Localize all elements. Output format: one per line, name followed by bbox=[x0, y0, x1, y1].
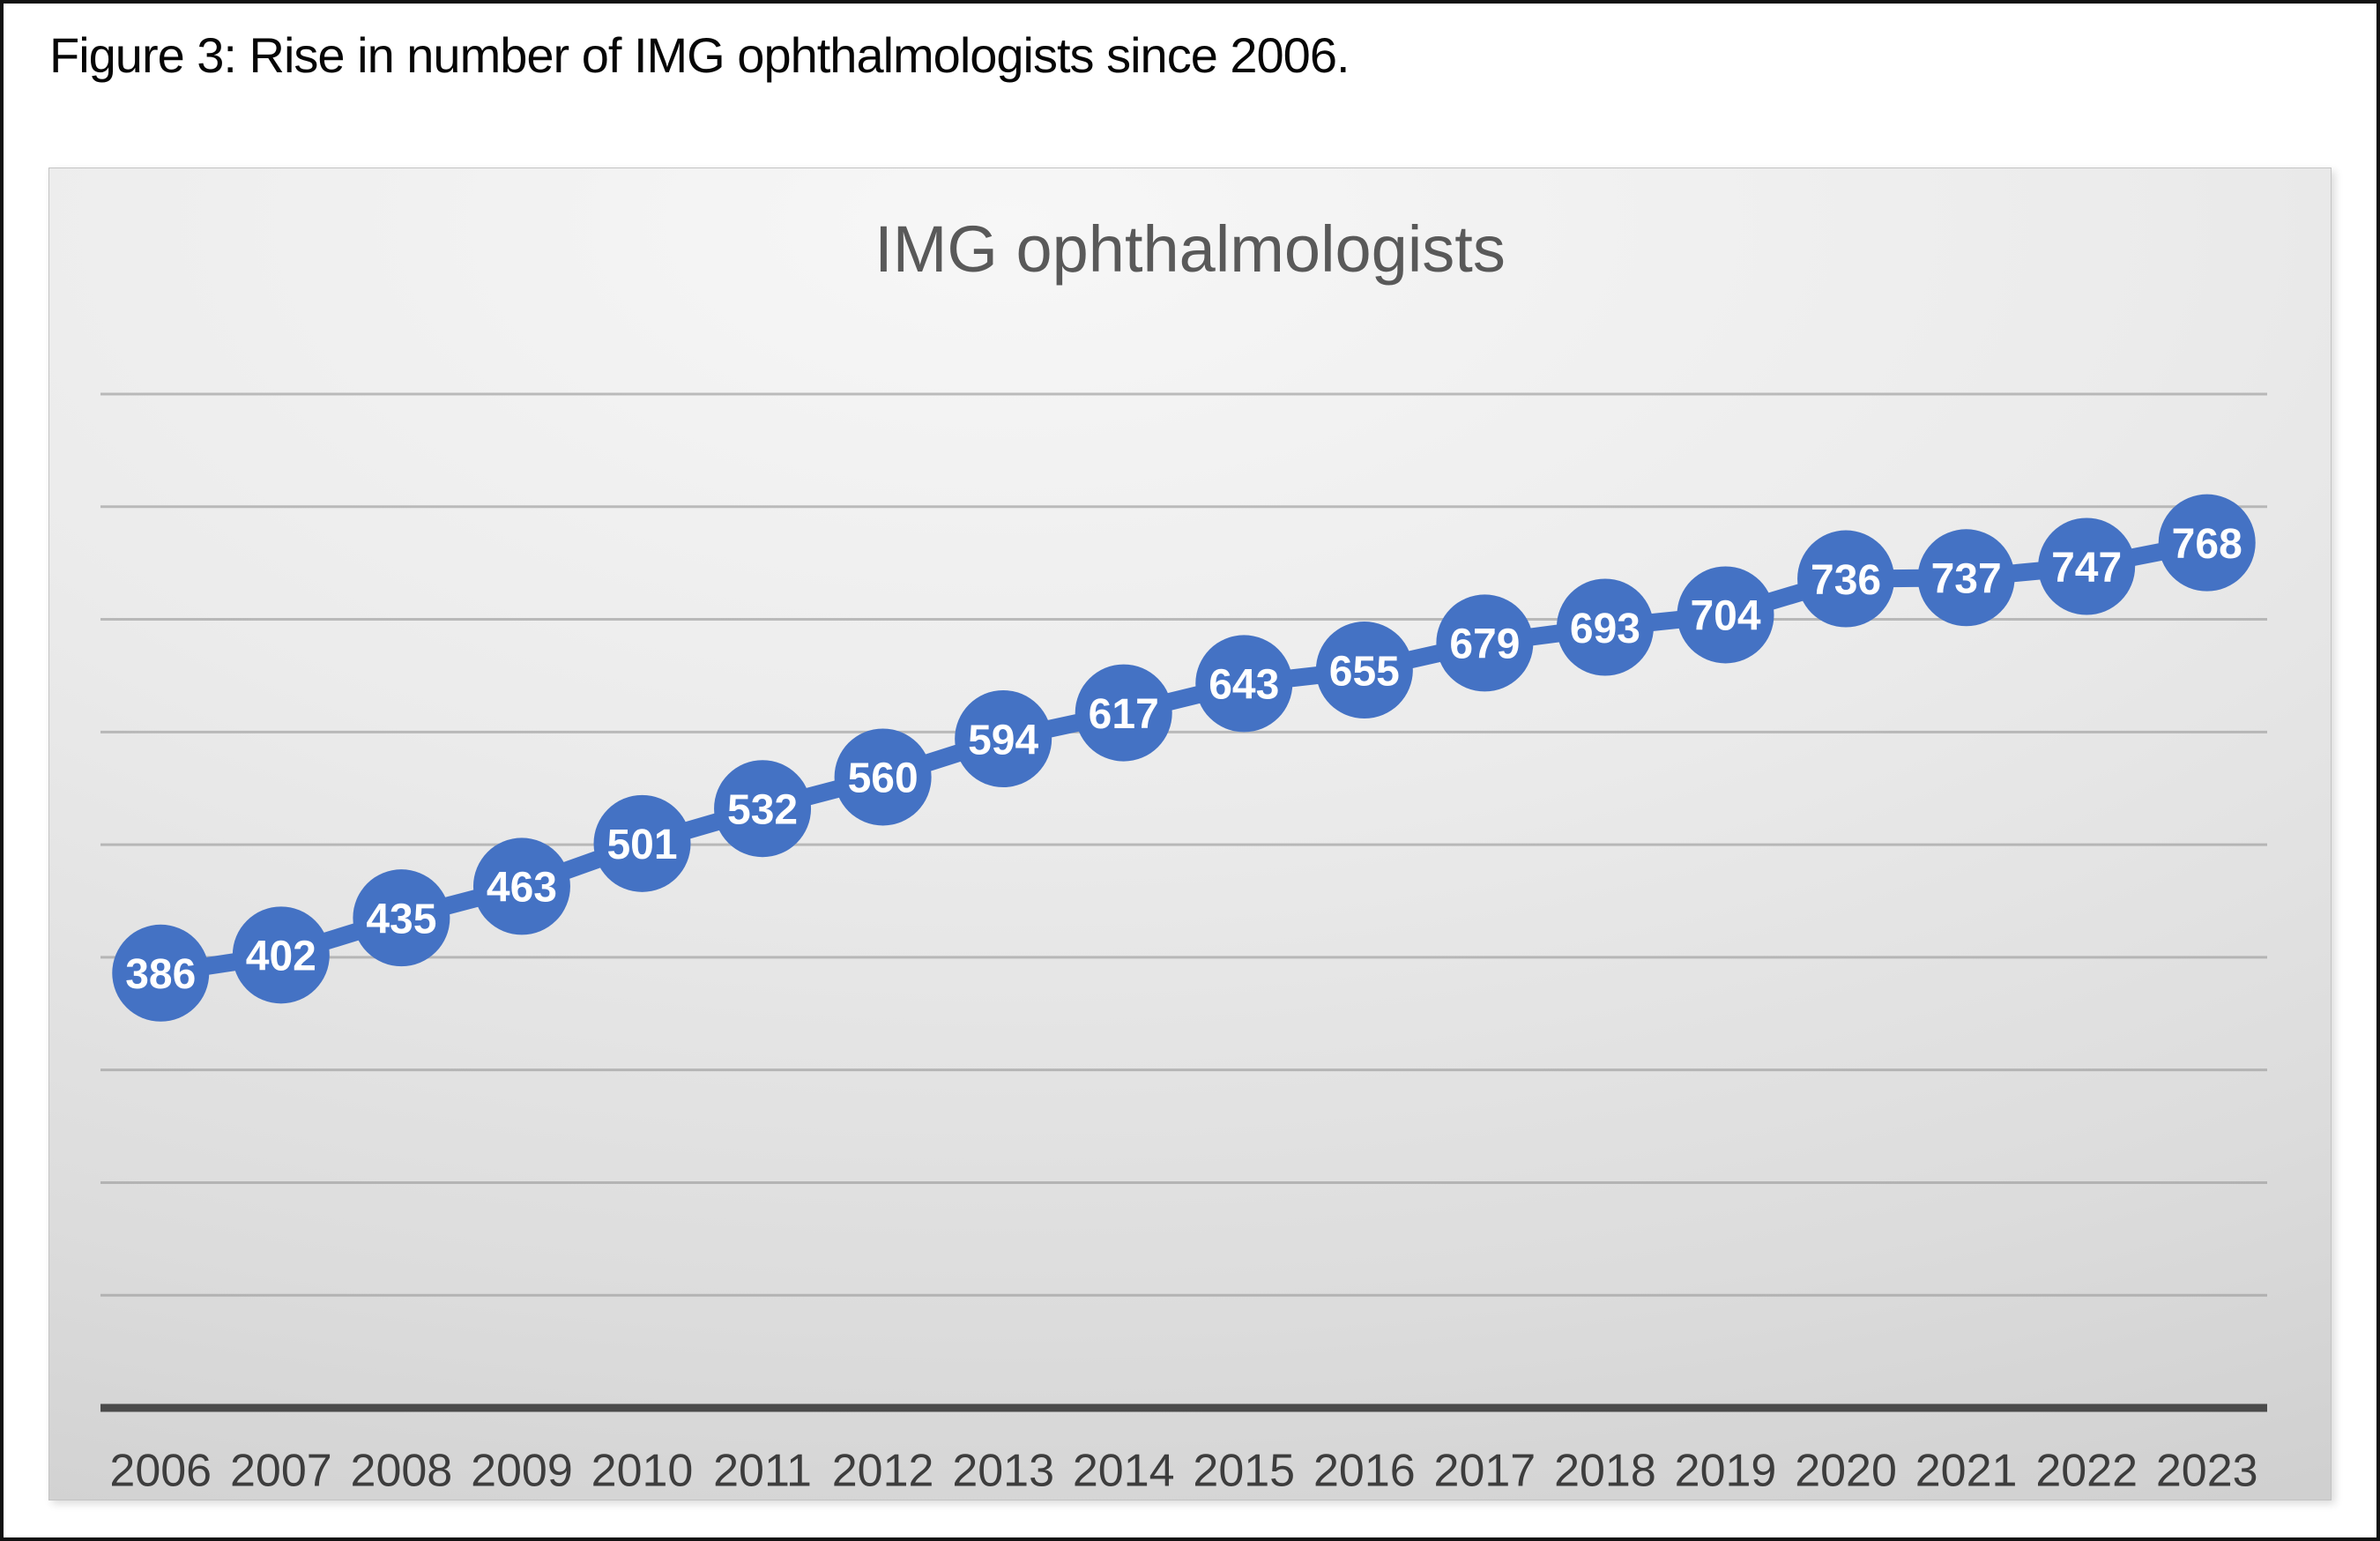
data-point-marker-2023 bbox=[2158, 494, 2256, 592]
data-point-label-2018: 693 bbox=[1570, 606, 1640, 652]
data-point-label-2011: 532 bbox=[727, 787, 798, 834]
x-tick-label-2020: 2020 bbox=[1795, 1446, 1897, 1497]
data-point-label-2019: 704 bbox=[1690, 593, 1760, 640]
data-point-marker-2019 bbox=[1677, 566, 1774, 664]
data-point-marker-2017 bbox=[1436, 594, 1534, 692]
x-tick-label-2008: 2008 bbox=[351, 1446, 453, 1497]
x-tick-label-2009: 2009 bbox=[471, 1446, 573, 1497]
data-point-label-2020: 736 bbox=[1811, 557, 1881, 604]
data-point-marker-2014 bbox=[1075, 664, 1172, 762]
data-point-label-2006: 386 bbox=[125, 951, 196, 998]
x-tick-label-2023: 2023 bbox=[2156, 1446, 2258, 1497]
data-point-label-2016: 655 bbox=[1329, 648, 1400, 695]
data-point-marker-2009 bbox=[472, 838, 570, 935]
data-point-marker-2007 bbox=[232, 906, 330, 1004]
x-tick-label-2015: 2015 bbox=[1193, 1446, 1295, 1497]
data-point-label-2008: 435 bbox=[366, 896, 436, 942]
data-point-label-2009: 463 bbox=[487, 865, 557, 912]
line-chart-canvas: 386 2006 402 2007 435 2008 463 2009 501 2010 532 20… bbox=[100, 392, 2267, 1497]
data-point-marker-2011 bbox=[714, 760, 812, 858]
x-tick-label-2022: 2022 bbox=[2035, 1446, 2138, 1497]
data-point-label-2021: 737 bbox=[1931, 556, 2002, 603]
data-point-marker-2006 bbox=[112, 924, 210, 1022]
x-tick-label-2007: 2007 bbox=[230, 1446, 332, 1497]
x-tick-label-2010: 2010 bbox=[591, 1446, 694, 1497]
data-point-marker-2016 bbox=[1315, 622, 1413, 719]
data-point-label-2023: 768 bbox=[2172, 521, 2242, 568]
x-tick-label-2019: 2019 bbox=[1675, 1446, 1777, 1497]
data-point-marker-2013 bbox=[955, 690, 1052, 787]
data-point-label-2013: 594 bbox=[968, 717, 1038, 763]
x-tick-label-2006: 2006 bbox=[109, 1446, 212, 1497]
x-tick-label-2013: 2013 bbox=[952, 1446, 1054, 1497]
data-point-marker-2018 bbox=[1556, 578, 1654, 676]
data-point-marker-2015 bbox=[1195, 635, 1293, 733]
data-point-marker-2021 bbox=[1917, 529, 2015, 627]
x-tick-label-2016: 2016 bbox=[1313, 1446, 1416, 1497]
data-point-marker-2012 bbox=[834, 728, 932, 826]
data-point-label-2012: 560 bbox=[848, 756, 919, 802]
data-point-marker-2022 bbox=[2038, 517, 2136, 615]
x-tick-label-2012: 2012 bbox=[832, 1446, 934, 1497]
data-point-label-2015: 643 bbox=[1209, 662, 1279, 709]
data-point-label-2017: 679 bbox=[1449, 622, 1520, 668]
data-point-marker-2008 bbox=[353, 869, 450, 967]
x-tick-label-2017: 2017 bbox=[1434, 1446, 1536, 1497]
data-point-marker-2020 bbox=[1797, 530, 1895, 628]
x-tick-label-2018: 2018 bbox=[1554, 1446, 1656, 1497]
chart-title: IMG ophthalmologists bbox=[874, 212, 1506, 286]
x-tick-label-2014: 2014 bbox=[1073, 1446, 1175, 1497]
figure-caption: Figure 3: Rise in number of IMG ophthalm… bbox=[49, 27, 1350, 83]
x-tick-label-2011: 2011 bbox=[713, 1446, 812, 1497]
data-point-label-2007: 402 bbox=[246, 934, 316, 980]
series-line bbox=[152, 533, 2216, 982]
x-tick-label-2021: 2021 bbox=[1915, 1446, 2018, 1497]
data-point-label-2014: 617 bbox=[1089, 691, 1159, 738]
data-point-label-2010: 501 bbox=[606, 822, 677, 868]
data-point-marker-2010 bbox=[593, 794, 691, 892]
data-point-label-2022: 747 bbox=[2051, 545, 2122, 592]
chart-area: 386 2006 402 2007 435 2008 463 2009 501 2010 532 20… bbox=[48, 168, 2332, 1500]
